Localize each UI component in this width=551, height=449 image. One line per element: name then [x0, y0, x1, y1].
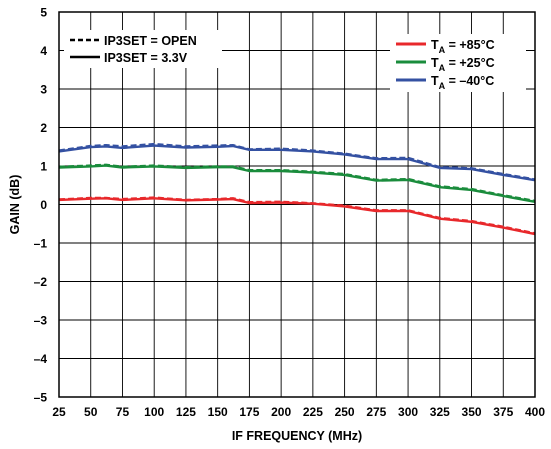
x-tick-label: 275	[366, 405, 386, 419]
legend-label-85c: TA = +85°C	[431, 38, 495, 55]
x-tick-label: 200	[271, 405, 291, 419]
series-layer	[58, 142, 536, 236]
x-tick-label: 400	[525, 405, 545, 419]
legend-label-minus40c: TA = –40°C	[431, 74, 494, 91]
x-tick-label: 350	[462, 405, 482, 419]
x-tick-label: 75	[116, 405, 130, 419]
style-legend-box	[64, 30, 222, 68]
y-tick-label: –3	[34, 314, 48, 328]
y-tick-labels: 5 4 3 2 1 0 –1 –2 –3 –4 –5	[34, 6, 48, 405]
y-tick-label: –2	[34, 275, 48, 289]
x-tick-label: 50	[84, 405, 98, 419]
x-tick-label: 325	[430, 405, 450, 419]
x-tick-label: 125	[176, 405, 196, 419]
x-tick-label: 150	[208, 405, 228, 419]
x-tick-labels: 25 50 75 100 125 150 175 200 225 250 275 300 325 350 3…	[52, 405, 545, 419]
series-line-1	[58, 142, 536, 181]
y-tick-label: –5	[34, 391, 48, 405]
x-tick-label: 375	[493, 405, 513, 419]
y-tick-label: 0	[40, 198, 47, 212]
series-line-3	[58, 163, 536, 203]
x-tick-label: 25	[52, 405, 66, 419]
x-tick-label: 100	[144, 405, 164, 419]
legend-label-25c: TA = +25°C	[431, 56, 495, 73]
x-tick-label: 225	[303, 405, 323, 419]
grid	[58, 11, 536, 398]
legend-label-open: IP3SET = OPEN	[104, 34, 197, 48]
x-axis-title: IF FREQUENCY (MHz)	[232, 429, 362, 443]
y-axis-title: GAIN (dB)	[8, 175, 22, 235]
y-tick-label: 1	[40, 160, 47, 174]
plot-frame	[58, 11, 536, 398]
y-tick-label: 5	[40, 6, 47, 20]
temperature-legend: TA = +85°C TA = +25°C TA = –40°C	[390, 34, 526, 92]
y-tick-label: 4	[40, 44, 47, 58]
x-tick-label: 175	[239, 405, 259, 419]
series-line-5	[58, 196, 536, 235]
style-legend: IP3SET = OPEN IP3SET = 3.3V	[64, 30, 222, 68]
y-tick-label: –4	[34, 352, 48, 366]
legend-label-3v3: IP3SET = 3.3V	[104, 51, 188, 65]
x-tick-label: 250	[335, 405, 355, 419]
y-tick-label: –1	[34, 237, 48, 251]
y-tick-label: 2	[40, 121, 47, 135]
x-tick-label: 300	[398, 405, 418, 419]
y-tick-label: 3	[40, 83, 47, 97]
